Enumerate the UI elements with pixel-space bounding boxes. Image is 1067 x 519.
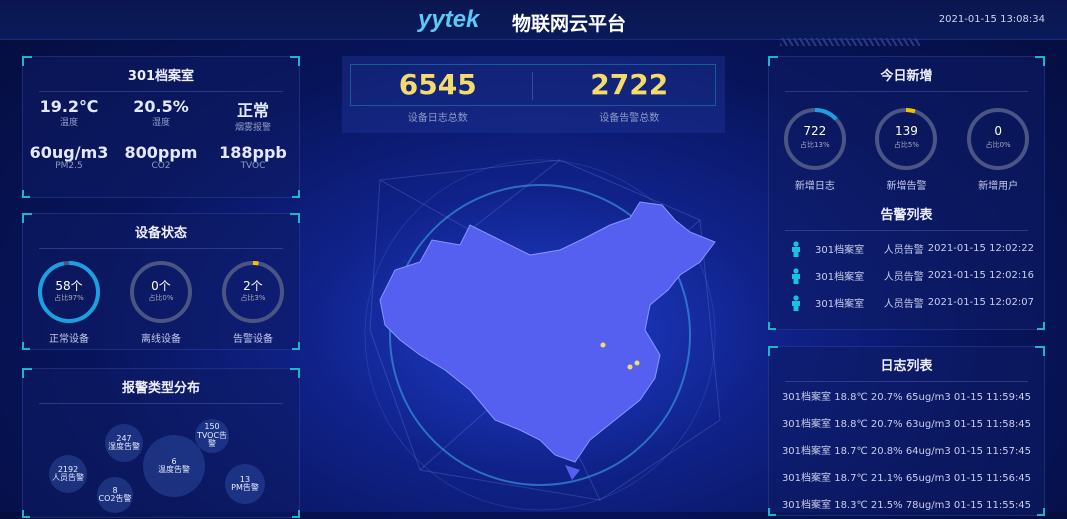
datetime: 2021-01-15 13:08:34 xyxy=(938,14,1045,25)
ring-label: 正常设备 xyxy=(49,334,89,345)
person-icon xyxy=(792,294,800,311)
alarm-time: 2021-01-15 12:02:22 xyxy=(927,243,1034,254)
bubble-co2[interactable]: 8 CO2告警 xyxy=(97,477,133,513)
page-title: 物联网云平台 xyxy=(512,13,627,35)
ring-ratio: 占比0% xyxy=(985,141,1011,149)
person-icon xyxy=(792,240,800,257)
person-icon xyxy=(792,267,800,284)
alarm-time: 2021-01-15 12:02:16 xyxy=(927,270,1034,281)
ring-label: 告警设备 xyxy=(233,334,273,345)
log-row[interactable]: 301档案室 18.7℃ 20.8% 64ug/m3 01-15 11:57:4… xyxy=(781,446,1032,457)
china-map xyxy=(379,201,716,463)
ring-ratio: 占比97% xyxy=(54,294,84,302)
ring-ratio: 占比0% xyxy=(148,294,174,302)
ring-stat: 0 占比0% 新增用户 xyxy=(952,106,1044,192)
alarm-row[interactable]: 301档案室 人员告警 2021-01-15 12:02:07 xyxy=(769,289,1044,316)
ring-ratio: 占比3% xyxy=(240,294,266,302)
progress-ring xyxy=(967,108,1030,170)
metric-humidity: 20.5% 湿度 xyxy=(133,97,189,128)
today-panel: 今日新增 722 占比13% 新增日志 139 占比5% 新增告警 0 占比0% 新增用户 告警… xyxy=(768,56,1045,330)
total-logs: 6545 设备日志总数 xyxy=(398,68,477,124)
ring-count: 58个 xyxy=(55,279,83,293)
ring-label: 新增告警 xyxy=(886,181,927,192)
ring-label: 新增用户 xyxy=(978,181,1019,192)
decor-stripes xyxy=(780,38,920,46)
alarm-room: 301档案室 xyxy=(815,272,865,283)
alarm-types-title: 报警类型分布 xyxy=(39,377,283,404)
logo: yytek xyxy=(418,6,480,33)
ring-stat: 139 占比5% 新增告警 xyxy=(861,106,953,192)
room-title: 301档案室 xyxy=(39,65,283,92)
progress-ring xyxy=(130,261,192,323)
ring-stat: 0个 占比0% 离线设备 xyxy=(115,259,207,345)
ring-count: 0个 xyxy=(151,279,171,293)
alarm-room: 301档案室 xyxy=(815,299,865,310)
alarm-row[interactable]: 301档案室 人员告警 2021-01-15 12:02:22 xyxy=(769,235,1044,262)
ring-count: 2个 xyxy=(243,279,263,293)
log-row[interactable]: 301档案室 18.7℃ 21.1% 65ug/m3 01-15 11:56:4… xyxy=(781,473,1032,484)
room-panel: 301档案室 19.2℃ 温度 20.5% 湿度 正常 烟雾报警 60ug/m3 PM2… xyxy=(22,56,300,198)
alarm-time: 2021-01-15 12:02:07 xyxy=(927,297,1034,308)
device-status-title: 设备状态 xyxy=(39,222,283,249)
bubble-person[interactable]: 2192 人员告警 xyxy=(49,455,87,493)
alarm-types-panel: 报警类型分布 2192 人员告警 247 湿度告警 6 温度告警 150 TVOC告警 … xyxy=(22,368,300,518)
ring-ratio: 占比5% xyxy=(893,141,920,149)
bubble-humidity[interactable]: 247 湿度告警 xyxy=(105,424,143,462)
progress-ring xyxy=(875,108,938,170)
today-title: 今日新增 xyxy=(785,65,1028,92)
log-row[interactable]: 301档案室 18.8℃ 20.7% 65ug/m3 01-15 11:59:4… xyxy=(781,392,1032,403)
metric-temperature: 19.2℃ 温度 xyxy=(39,97,99,128)
device-status-panel: 设备状态 58个 占比97% 正常设备 0个 占比0% 离线设备 2个 占比3% 告警设备 xyxy=(22,213,300,350)
log-row[interactable]: 301档案室 18.8℃ 20.7% 63ug/m3 01-15 11:58:4… xyxy=(781,419,1032,430)
ring-ratio: 占比13% xyxy=(800,141,830,149)
bubble-temperature[interactable]: 6 温度告警 xyxy=(143,435,205,497)
metric-pm25: 60ug/m3 PM2.5 xyxy=(29,143,109,171)
metric-smoke: 正常 烟雾报警 xyxy=(234,101,271,133)
alarm-room: 301档案室 xyxy=(815,245,865,256)
bubble-tvoc[interactable]: 150 TVOC告警 xyxy=(195,419,229,453)
ring-count: 0 xyxy=(994,124,1002,138)
metric-tvoc: 188ppb TVOC xyxy=(219,143,287,171)
alarm-type: 人员告警 xyxy=(883,272,924,283)
log-row[interactable]: 301档案室 18.3℃ 21.5% 78ug/m3 01-15 11:55:4… xyxy=(781,500,1032,511)
progress-ring xyxy=(783,108,846,170)
bubble-pm[interactable]: 13 PM告警 xyxy=(225,464,265,504)
ring-count: 722 xyxy=(803,124,827,138)
alarm-row[interactable]: 301档案室 人员告警 2021-01-15 12:02:16 xyxy=(769,262,1044,289)
metric-co2: 800ppm CO2 xyxy=(124,143,198,171)
progress-ring xyxy=(38,261,100,323)
alarm-type: 人员告警 xyxy=(883,299,924,310)
log-list-title: 日志列表 xyxy=(785,355,1028,382)
ring-stat: 722 占比13% 新增日志 xyxy=(769,106,861,192)
ring-stat: 58个 占比97% 正常设备 xyxy=(23,259,115,345)
alarm-list-title: 告警列表 xyxy=(785,204,1028,231)
progress-ring xyxy=(222,261,284,323)
ring-count: 139 xyxy=(895,124,918,138)
log-panel: 日志列表 301档案室 18.8℃ 20.7% 65ug/m3 01-15 11… xyxy=(768,346,1045,516)
header: yytek 物联网云平台 2021-01-15 13:08:34 xyxy=(0,0,1067,40)
alarm-type: 人员告警 xyxy=(883,245,924,256)
ring-stat: 2个 占比3% 告警设备 xyxy=(207,259,299,345)
ring-label: 新增日志 xyxy=(794,181,835,192)
total-alarms: 2722 设备告警总数 xyxy=(590,68,669,124)
totals-panel: 6545 设备日志总数 2722 设备告警总数 xyxy=(342,56,725,133)
ring-label: 离线设备 xyxy=(141,334,181,345)
